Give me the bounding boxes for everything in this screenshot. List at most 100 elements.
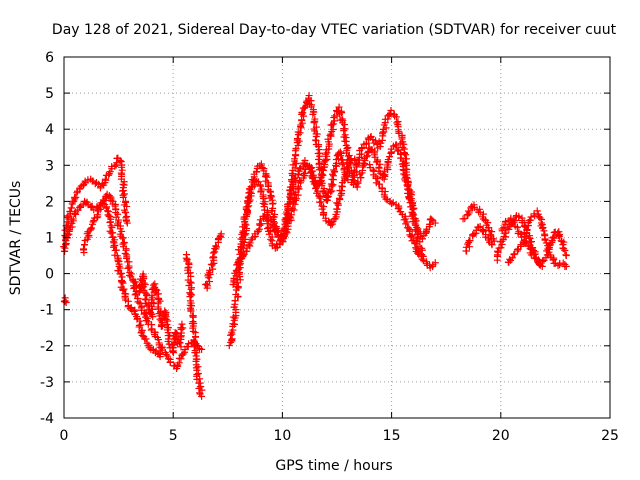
data-point <box>120 239 128 247</box>
y-tick-labels: -4 -3 -2 -1 0 1 2 3 4 5 6 <box>40 50 54 427</box>
data-point <box>341 137 349 145</box>
data-point <box>364 149 372 157</box>
data-point <box>461 215 469 223</box>
data-point <box>257 160 265 168</box>
x-tick-label: 20 <box>492 428 510 444</box>
data-point <box>236 255 244 263</box>
data-point <box>231 297 239 305</box>
data-point <box>555 232 563 240</box>
y-tick-label: 1 <box>45 231 54 247</box>
data-point <box>267 216 275 224</box>
y-tick-label: -3 <box>40 375 54 391</box>
data-point <box>494 248 502 256</box>
data-point <box>335 103 343 111</box>
data-point <box>297 164 305 172</box>
data-point <box>431 219 439 227</box>
data-point <box>284 220 292 228</box>
data-point <box>513 223 521 231</box>
data-point <box>560 245 568 253</box>
x-tick-label: 15 <box>383 428 401 444</box>
data-point <box>375 180 383 188</box>
data-point <box>324 135 332 143</box>
data-point <box>538 262 546 270</box>
data-point <box>173 330 181 338</box>
data-point <box>415 228 423 236</box>
y-tick-label: 2 <box>45 194 54 210</box>
data-point <box>326 131 334 139</box>
data-point <box>335 194 343 202</box>
data-point <box>514 245 522 253</box>
data-point <box>526 234 534 242</box>
data-point <box>376 160 384 168</box>
axis-ticks <box>63 56 611 419</box>
x-axis-label: GPS time / hours <box>275 458 392 474</box>
data-point <box>148 292 156 300</box>
data-point <box>527 213 535 221</box>
data-point <box>149 281 157 289</box>
data-point <box>414 225 422 233</box>
data-point <box>469 231 477 239</box>
data-point <box>502 217 510 225</box>
data-point <box>190 336 198 344</box>
data-point <box>154 336 162 344</box>
data-point <box>294 183 302 191</box>
data-point <box>562 252 570 260</box>
data-point <box>561 247 569 255</box>
y-tick-label: 4 <box>45 122 54 138</box>
data-point <box>382 195 390 203</box>
data-point <box>488 228 496 236</box>
data-point <box>388 200 396 208</box>
data-point <box>330 120 338 128</box>
x-tick-label: 5 <box>169 428 178 444</box>
data-point <box>336 186 344 194</box>
data-point <box>93 211 101 219</box>
data-points <box>60 92 570 400</box>
data-point <box>405 185 413 193</box>
data-point <box>106 218 114 226</box>
data-point <box>104 211 112 219</box>
data-point <box>289 205 297 213</box>
data-point <box>337 152 345 160</box>
data-point <box>107 222 115 230</box>
data-point <box>362 153 370 161</box>
data-point <box>409 211 417 219</box>
data-point <box>136 282 144 290</box>
data-point <box>263 212 271 220</box>
data-point <box>310 119 318 127</box>
data-point <box>367 133 375 141</box>
data-point <box>292 188 300 196</box>
data-point <box>72 193 80 201</box>
data-point <box>135 288 143 296</box>
data-point <box>190 343 198 351</box>
data-point <box>138 331 146 339</box>
data-point <box>185 263 193 271</box>
data-point <box>267 193 275 201</box>
data-point <box>143 301 151 309</box>
data-point <box>311 117 319 125</box>
data-point <box>177 324 185 332</box>
data-point <box>69 215 77 223</box>
data-point <box>330 114 338 122</box>
data-point <box>462 243 470 251</box>
data-point <box>119 193 127 201</box>
data-point <box>283 208 291 216</box>
data-point <box>397 139 405 147</box>
data-point <box>309 110 317 118</box>
data-point <box>124 264 132 272</box>
data-point <box>98 200 106 208</box>
data-point <box>119 234 127 242</box>
data-point <box>225 342 233 350</box>
data-point <box>166 358 174 366</box>
data-point <box>418 255 426 263</box>
data-point <box>142 313 150 321</box>
data-point <box>290 175 298 183</box>
data-point <box>238 230 246 238</box>
data-point <box>140 279 148 287</box>
data-point <box>162 350 170 358</box>
data-point <box>291 200 299 208</box>
data-point <box>187 307 195 315</box>
data-point <box>145 344 153 352</box>
data-point <box>195 384 203 392</box>
data-point <box>322 150 330 158</box>
